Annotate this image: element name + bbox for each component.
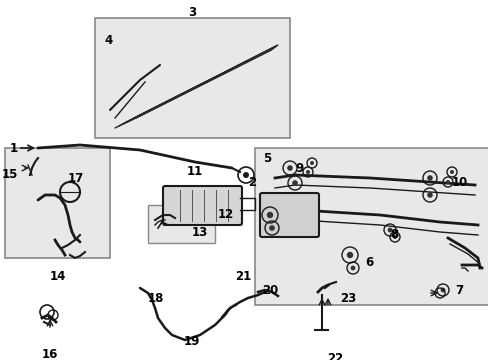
Text: 4: 4	[104, 33, 112, 46]
Text: 18: 18	[148, 292, 164, 305]
Circle shape	[243, 172, 248, 178]
Circle shape	[305, 170, 309, 174]
Text: 3: 3	[187, 5, 196, 18]
Bar	[254, 148, 488, 305]
Text: 7: 7	[454, 284, 462, 297]
Circle shape	[269, 225, 274, 231]
Text: 15: 15	[1, 168, 18, 181]
Text: 22: 22	[326, 352, 343, 360]
Circle shape	[309, 161, 313, 165]
Text: 21: 21	[235, 270, 251, 283]
Circle shape	[427, 175, 432, 181]
Text: 6: 6	[364, 256, 372, 269]
Text: 23: 23	[339, 292, 356, 305]
Circle shape	[292, 180, 297, 186]
Text: 19: 19	[183, 335, 200, 348]
Circle shape	[440, 288, 445, 292]
Text: 16: 16	[42, 348, 58, 360]
Circle shape	[266, 212, 273, 218]
Text: 17: 17	[68, 171, 84, 184]
Circle shape	[346, 252, 352, 258]
Circle shape	[449, 170, 453, 174]
Text: 14: 14	[50, 270, 66, 283]
Text: 11: 11	[186, 165, 203, 178]
Text: 8: 8	[389, 229, 397, 242]
Bar	[95, 18, 289, 138]
Bar	[5, 148, 110, 258]
Text: 12: 12	[218, 208, 234, 221]
Circle shape	[427, 192, 432, 198]
Circle shape	[392, 235, 396, 239]
FancyBboxPatch shape	[260, 193, 318, 237]
Text: 13: 13	[192, 225, 208, 238]
FancyBboxPatch shape	[163, 186, 242, 225]
Text: 20: 20	[262, 284, 278, 297]
Bar	[148, 205, 215, 243]
Text: 1: 1	[10, 141, 18, 154]
Circle shape	[387, 228, 391, 233]
Circle shape	[350, 266, 355, 270]
Text: 9: 9	[294, 162, 303, 175]
Circle shape	[445, 180, 449, 184]
Text: 5: 5	[263, 152, 271, 165]
Text: 2: 2	[247, 176, 256, 189]
Circle shape	[286, 165, 292, 171]
Text: 10: 10	[451, 175, 468, 189]
